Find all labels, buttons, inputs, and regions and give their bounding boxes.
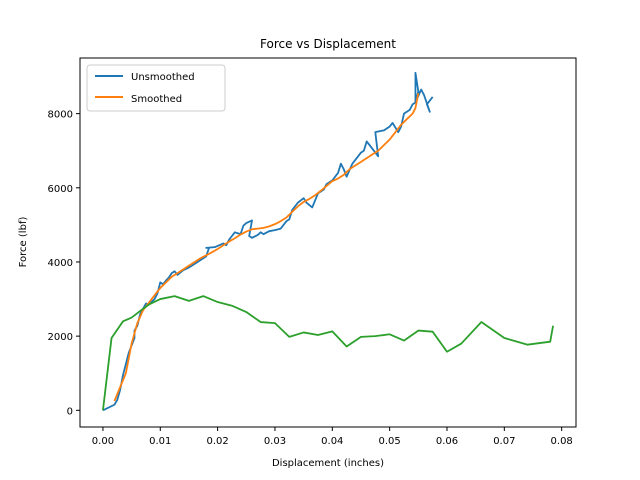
series-3-line [102,295,554,411]
y-tick-label: 0 [67,406,73,417]
y-axis-label: Force (lbf) [18,217,29,268]
chart-title: Force vs Displacement [260,37,396,51]
y-tick-label: 4000 [48,258,73,269]
y-tick-label: 6000 [48,184,73,195]
unsmoothed-line [102,71,434,412]
x-tick-label: 0.05 [379,436,401,447]
y-tick-label: 2000 [48,332,73,343]
axes-frame [79,57,577,428]
x-axis-label: Displacement (inches) [272,458,384,469]
x-axis-ticks: 0.00 0.01 0.02 0.03 0.04 0.05 0.06 0.07 0.08 [92,427,573,447]
x-tick-label: 0.07 [493,436,515,447]
x-tick-label: 0.00 [92,436,114,447]
legend-label-unsmoothed: Unsmoothed [131,72,195,83]
series-layer [102,71,554,412]
x-tick-label: 0.02 [206,436,228,447]
x-tick-label: 0.06 [436,436,458,447]
y-axis-ticks: 0 2000 4000 6000 8000 [48,110,80,417]
plot-area [79,57,577,428]
legend-label-smoothed: Smoothed [131,94,182,105]
x-tick-label: 0.08 [551,436,573,447]
x-tick-label: 0.04 [321,436,343,447]
x-tick-label: 0.01 [149,436,171,447]
smoothed-line [113,93,420,402]
y-tick-label: 8000 [48,110,73,121]
legend: Unsmoothed Smoothed [86,64,226,112]
x-tick-label: 0.03 [264,436,286,447]
